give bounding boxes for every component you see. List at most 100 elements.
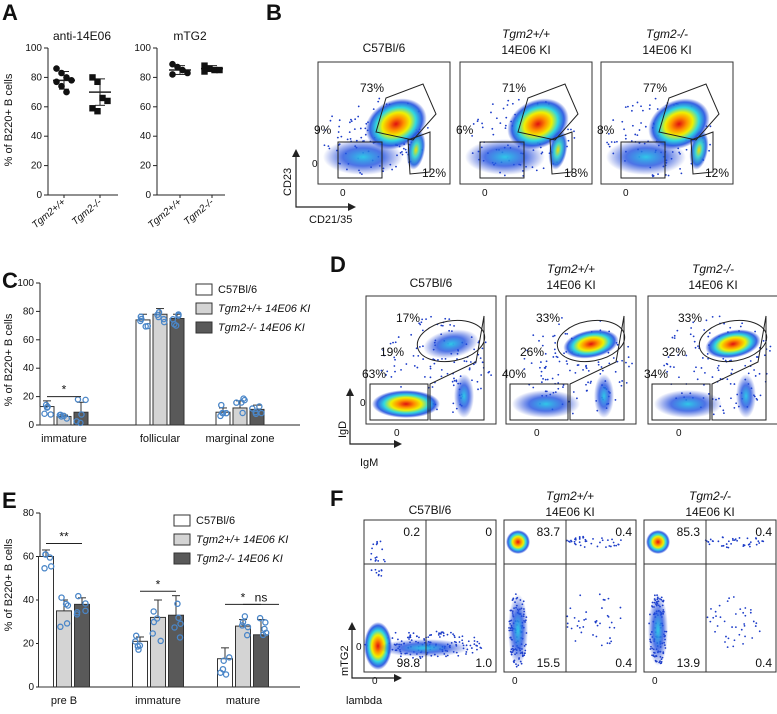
data-point xyxy=(169,316,177,323)
event-dot xyxy=(696,378,699,381)
density-blob xyxy=(454,374,474,418)
event-dot xyxy=(429,365,432,368)
event-dot xyxy=(410,333,413,336)
event-dot xyxy=(394,341,397,344)
event-dot xyxy=(584,538,587,541)
event-dot xyxy=(476,380,479,383)
event-dot xyxy=(429,367,432,370)
gate-immature xyxy=(369,383,429,421)
event-dot xyxy=(636,134,639,137)
axis-zero: 0 xyxy=(340,188,346,199)
event-dot xyxy=(557,373,560,376)
event-dot xyxy=(418,345,421,348)
gate-transitional xyxy=(429,315,485,421)
event-dot xyxy=(634,133,637,136)
event-dot xyxy=(420,321,423,324)
event-dot xyxy=(743,623,746,625)
event-dot xyxy=(406,636,409,639)
panel-label-b: B xyxy=(266,0,282,25)
event-dot xyxy=(393,365,396,367)
plot-header: Tgm2-/- xyxy=(646,27,688,41)
event-dot xyxy=(576,625,579,627)
event-dot xyxy=(595,620,598,622)
plot-header: Tgm2+/+ xyxy=(502,27,550,41)
density-blob xyxy=(705,329,761,359)
event-dot xyxy=(553,334,556,337)
data-point xyxy=(262,619,269,626)
data-point xyxy=(220,657,227,665)
event-dot xyxy=(433,362,436,365)
event-dot xyxy=(477,118,479,121)
data-point xyxy=(256,614,264,622)
plot-header-sub: 14E06 KI xyxy=(546,278,595,292)
event-dot xyxy=(370,552,373,555)
event-dot xyxy=(563,352,565,355)
event-dot xyxy=(736,539,738,542)
data-point xyxy=(176,634,184,641)
event-dot xyxy=(562,386,564,388)
gate-pct: 12% xyxy=(422,166,446,180)
event-dot xyxy=(754,330,757,333)
event-dot xyxy=(584,618,587,621)
plot-header: Tgm2-/- xyxy=(692,262,734,276)
event-dot xyxy=(435,630,438,633)
bar xyxy=(232,407,248,426)
plot-header: Tgm2+/+ xyxy=(547,262,595,276)
event-dot xyxy=(719,616,722,619)
event-dot xyxy=(615,544,618,547)
significance-label: * xyxy=(62,383,67,397)
data-point xyxy=(75,592,82,600)
event-dot xyxy=(448,318,451,321)
event-dot xyxy=(720,545,723,547)
event-dot xyxy=(695,366,697,369)
event-dot xyxy=(709,620,712,623)
event-dot xyxy=(722,409,725,412)
event-dot xyxy=(689,333,692,336)
event-dot xyxy=(608,362,611,365)
event-dot xyxy=(734,538,737,541)
event-dot xyxy=(453,325,455,327)
event-dot xyxy=(592,634,594,636)
event-dot xyxy=(725,546,728,549)
event-dot xyxy=(374,560,377,562)
event-dot xyxy=(394,370,396,373)
event-dot xyxy=(613,544,616,547)
data-point xyxy=(218,401,225,409)
event-dot xyxy=(413,365,416,367)
legend-swatch xyxy=(195,321,213,334)
axis-zero: 0 xyxy=(534,428,540,439)
plot-header-sub: 14E06 KI xyxy=(545,505,594,519)
event-dot xyxy=(452,633,455,636)
event-dot xyxy=(574,537,577,540)
event-dot xyxy=(348,131,351,134)
event-dot xyxy=(578,626,581,629)
event-dot xyxy=(378,570,380,573)
gate-pct: 19% xyxy=(380,345,404,359)
event-dot xyxy=(471,379,473,382)
event-dot xyxy=(587,369,590,372)
event-dot xyxy=(759,394,762,397)
gate-pct: 12% xyxy=(705,166,729,180)
event-dot xyxy=(408,638,410,640)
legend-swatch xyxy=(195,283,213,296)
event-dot xyxy=(397,336,400,338)
y-tick-label: 0 xyxy=(145,190,151,201)
event-dot xyxy=(566,363,569,365)
event-dot xyxy=(577,364,580,366)
panel-e-ylabel: % of B220+ B cells xyxy=(3,538,15,631)
data-point xyxy=(216,66,223,74)
event-dot xyxy=(349,121,351,124)
gate-pct: 40% xyxy=(502,367,526,381)
axis-zero: 0 xyxy=(394,428,400,439)
data-point xyxy=(249,405,256,412)
event-dot xyxy=(425,318,427,321)
event-dot xyxy=(417,354,420,357)
y-tick-label: 0 xyxy=(28,682,34,693)
event-dot xyxy=(440,324,443,327)
gate-mz xyxy=(549,131,573,175)
event-dot xyxy=(409,634,412,637)
event-dot xyxy=(481,126,484,129)
panel-label-f: F xyxy=(330,486,343,511)
event-dot xyxy=(624,106,627,109)
axis-zero: 0 xyxy=(512,676,518,687)
